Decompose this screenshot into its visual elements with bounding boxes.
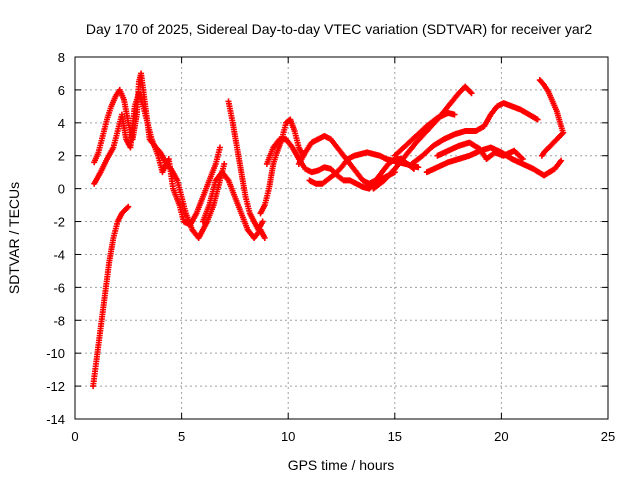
y-tick-label: -2	[53, 215, 65, 230]
data-point	[538, 152, 545, 159]
y-tick-label: 8	[58, 50, 65, 65]
data-point	[534, 116, 541, 123]
y-tick-label: 4	[58, 116, 65, 131]
data-point	[415, 164, 422, 171]
y-tick-label: 0	[58, 182, 65, 197]
axis-ticks: 0 5 10 15 20 25 -14 -12 -10 -8 -6 -4 -2 0 2 4 6 8	[46, 50, 615, 444]
y-tick-label: -12	[46, 379, 65, 394]
y-tick-label: -8	[53, 313, 65, 328]
data-point	[467, 89, 474, 96]
series-arc-early-peak-b	[91, 90, 223, 228]
series-arc-late-rise-a	[370, 83, 475, 192]
series-arc-late-band-a	[408, 100, 541, 167]
y-tick-label: -4	[53, 247, 65, 262]
chart-title: Day 170 of 2025, Sidereal Day-to-day VTE…	[86, 21, 592, 37]
x-tick-label: 0	[71, 429, 78, 444]
data-point	[468, 90, 475, 97]
series-arc-late-band-c	[434, 139, 526, 163]
x-axis-label: GPS time / hours	[288, 457, 395, 473]
x-tick-label: 5	[178, 429, 185, 444]
series-arc-mid-spike	[199, 169, 268, 241]
y-tick-label: -14	[46, 412, 65, 427]
data-point	[125, 203, 132, 210]
data-point	[519, 156, 526, 163]
x-tick-label: 25	[601, 429, 615, 444]
data-point	[124, 204, 131, 211]
series-arc-mid-recover	[257, 116, 307, 217]
y-tick-label: 6	[58, 83, 65, 98]
data-point	[451, 111, 458, 118]
series-arc-mid-spike-b	[225, 98, 266, 233]
series-arc-late-rise-b	[391, 109, 458, 159]
data-point	[259, 218, 266, 225]
x-tick-label: 20	[494, 429, 508, 444]
data-point	[558, 157, 565, 164]
y-tick-label: 2	[58, 149, 65, 164]
y-tick-label: -6	[53, 280, 65, 295]
plot-frame	[74, 56, 609, 420]
data-points	[90, 70, 567, 390]
series-arc-early-rise	[90, 203, 132, 390]
data-point	[221, 160, 228, 167]
y-axis-label: SDTVAR / TECUs	[6, 182, 22, 294]
data-point	[261, 235, 268, 241]
y-tick-label: -10	[46, 346, 65, 361]
series-arc-late-tail	[536, 77, 567, 159]
data-point	[216, 144, 223, 151]
x-tick-label: 10	[281, 429, 295, 444]
x-tick-label: 15	[388, 429, 402, 444]
